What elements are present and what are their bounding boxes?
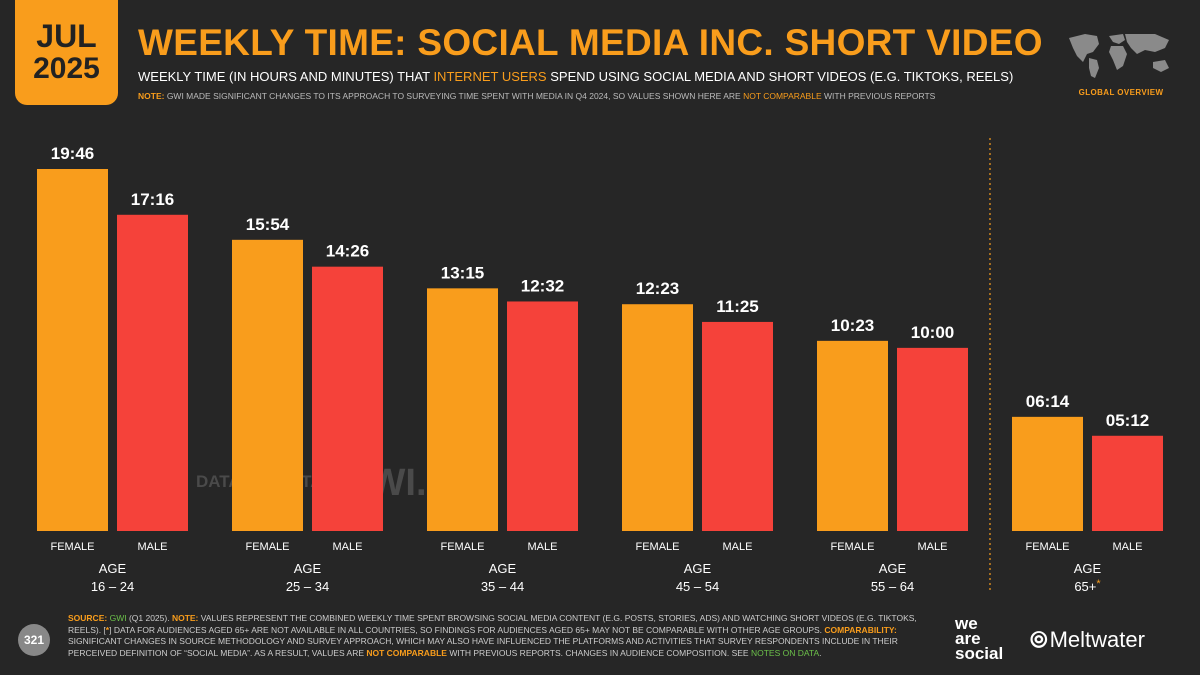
page-subtitle: WEEKLY TIME (IN HOURS AND MINUTES) THAT … (138, 69, 1013, 84)
note-highlight: NOT COMPARABLE (743, 91, 822, 101)
notes-on-data-link[interactable]: NOTES ON DATA (750, 647, 820, 658)
group-label-1: AGE (294, 561, 322, 576)
bar-chart: DATAREPORTALGWI. 19:46 FEMALE 17:16 MALE AGE… (37, 138, 1163, 594)
group-range-2: 35 – 44 (481, 579, 524, 594)
data-label-female-4: 10:23 (831, 316, 874, 335)
note-label: NOTE: (138, 91, 165, 101)
category-label-male-0: MALE (138, 541, 168, 553)
subtitle-post: SPEND USING SOCIAL MEDIA AND SHORT VIDEO… (546, 69, 1014, 84)
category-label-female-1: FEMALE (245, 541, 289, 553)
group-label-5: AGE (1074, 561, 1102, 576)
category-label-female-3: FEMALE (635, 541, 679, 553)
category-label-male-1: MALE (333, 541, 363, 553)
bar-female-4 (817, 340, 888, 531)
footer-note-text: VALUES REPRESENT THE COMBINED WEEKLY TIM… (68, 613, 917, 635)
footer-comp-text2: WITH PREVIOUS REPORTS. CHANGES IN AUDIEN… (446, 647, 751, 658)
group-range-0: 16 – 24 (91, 579, 134, 594)
bar-male-0 (117, 214, 188, 531)
data-label-female-0: 19:46 (51, 144, 94, 163)
meltwater-wordmark: Meltwater (1049, 627, 1145, 652)
footer-note-star: * (105, 624, 110, 635)
category-label-male-5: MALE (1113, 541, 1143, 553)
data-label-male-4: 10:00 (911, 323, 954, 342)
category-label-female-2: FEMALE (440, 541, 484, 553)
subtitle-pre: WEEKLY TIME (IN HOURS AND MINUTES) THAT (138, 69, 434, 84)
bar-female-3 (622, 304, 693, 531)
group-label-0: AGE (99, 561, 127, 576)
header-note: NOTE: GWI MADE SIGNIFICANT CHANGES TO IT… (138, 91, 935, 101)
group-label-3: AGE (684, 561, 712, 576)
data-label-female-1: 15:54 (246, 215, 290, 234)
data-label-male-5: 05:12 (1106, 411, 1149, 430)
page-number: 321 (18, 624, 50, 656)
footer-source-gwi: GWI (109, 613, 127, 623)
bar-male-1 (312, 266, 383, 531)
footer-comp-end: . (819, 647, 822, 658)
page-title: WEEKLY TIME: SOCIAL MEDIA INC. SHORT VID… (138, 22, 1043, 63)
bar-male-4 (897, 347, 968, 531)
category-label-female-5: FEMALE (1025, 541, 1069, 553)
bar-female-5 (1012, 416, 1083, 531)
subtitle-highlight: INTERNET USERS (433, 69, 547, 84)
footer-comp-highlight: NOT COMPARABLE (366, 647, 447, 658)
meltwater-icon: ⦾ (1030, 627, 1048, 652)
world-map-icon (1069, 34, 1169, 78)
category-label-male-3: MALE (723, 541, 753, 553)
footer-note-text2: ] DATA FOR AUDIENCES AGED 65+ ARE NOT AV… (109, 624, 825, 635)
category-label-female-4: FEMALE (830, 541, 874, 553)
note-post: WITH PREVIOUS REPORTS (821, 91, 936, 101)
date-badge: JUL 2025 (15, 0, 118, 105)
date-month: JUL (36, 18, 97, 54)
footer-source-label: SOURCE: (68, 613, 108, 623)
footer-comp-text: SIGNIFICANT CHANGES IN SOURCE METHODOLOG… (68, 636, 898, 658)
group-range-3: 45 – 54 (676, 579, 719, 594)
group-range-5: 65+* (1074, 578, 1101, 594)
data-label-male-1: 14:26 (326, 242, 369, 261)
bar-female-0 (37, 169, 108, 531)
global-overview-label: GLOBAL OVERVIEW (1078, 88, 1164, 97)
bar-male-3 (702, 321, 773, 531)
data-label-female-5: 06:14 (1026, 392, 1070, 411)
group-label-2: AGE (489, 561, 517, 576)
data-label-male-0: 17:16 (131, 190, 174, 209)
logo-line-we: we (955, 614, 978, 633)
date-year: 2025 (33, 52, 100, 85)
data-label-female-2: 13:15 (441, 263, 484, 282)
footer-source-text: (Q1 2025). (126, 613, 172, 623)
bar-male-2 (507, 301, 578, 531)
watermarks: DATAREPORTALGWI. (196, 462, 427, 504)
footer-note-label: NOTE: (171, 613, 199, 623)
bar-male-5 (1092, 435, 1163, 531)
footer-comp-label: COMPARABILITY: (824, 624, 897, 635)
category-label-female-0: FEMALE (50, 541, 94, 553)
bar-female-2 (427, 288, 498, 531)
meltwater-logo: ⦾Meltwater (1030, 627, 1145, 653)
bars-layer: 19:46 FEMALE 17:16 MALE AGE 16 – 24 15:54 FEMAL… (37, 144, 1163, 594)
data-label-male-2: 12:32 (521, 276, 564, 295)
group-range-4: 55 – 64 (871, 579, 914, 594)
bar-female-1 (232, 239, 303, 531)
footer-notes: SOURCE: GWI (Q1 2025). NOTE: VALUES REPR… (68, 613, 918, 659)
logo-line-are: are (955, 629, 981, 648)
category-label-male-2: MALE (528, 541, 558, 553)
data-label-female-3: 12:23 (636, 279, 679, 298)
logo-line-social: social (955, 644, 1004, 663)
group-range-1: 25 – 34 (286, 579, 329, 594)
data-label-male-3: 11:25 (716, 297, 759, 316)
category-label-male-4: MALE (918, 541, 948, 553)
group-label-4: AGE (879, 561, 907, 576)
note-pre: GWI MADE SIGNIFICANT CHANGES TO ITS APPR… (164, 91, 744, 101)
we-are-social-logo: we are social (955, 614, 1004, 663)
